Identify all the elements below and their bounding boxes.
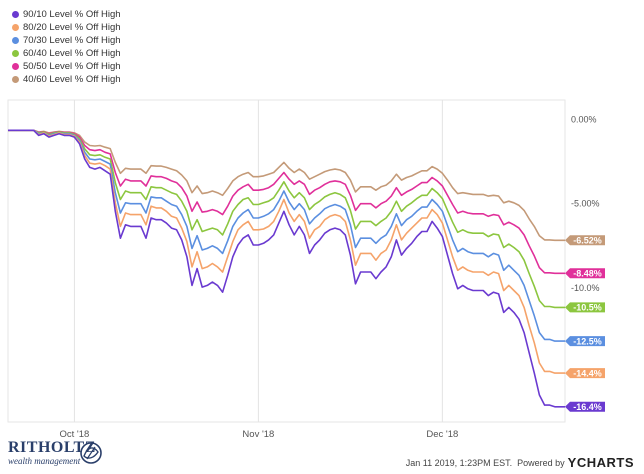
legend-item[interactable]: 80/20 Level % Off High	[12, 21, 121, 34]
end-value-label: -8.48%	[573, 269, 602, 279]
ycharts-logo[interactable]: YCHARTS	[567, 455, 634, 470]
x-tick-label: Oct '18	[60, 429, 90, 440]
x-tick-label: Dec '18	[426, 429, 458, 440]
end-value-label: -14.4%	[573, 368, 602, 378]
legend-label: 60/40 Level % Off High	[23, 48, 121, 59]
end-value-label: -12.5%	[573, 336, 602, 346]
end-value-label: -6.52%	[573, 236, 602, 246]
legend-dot-icon	[12, 63, 19, 70]
legend-label: 40/60 Level % Off High	[23, 74, 121, 85]
legend-label: 80/20 Level % Off High	[23, 22, 121, 33]
legend-item[interactable]: 40/60 Level % Off High	[12, 73, 121, 86]
legend-dot-icon	[12, 37, 19, 44]
series-line	[8, 129, 565, 275]
end-value-badge	[565, 235, 605, 246]
end-value-badge	[565, 401, 605, 412]
powered-by: Powered by	[517, 457, 565, 468]
series-line	[8, 129, 565, 374]
legend-item[interactable]: 70/30 Level % Off High	[12, 34, 121, 47]
series-line	[8, 129, 565, 309]
timestamp: Jan 11 2019, 1:23PM EST.	[405, 457, 513, 468]
legend-dot-icon	[12, 11, 19, 18]
legend-dot-icon	[12, 50, 19, 57]
legend-label: 70/30 Level % Off High	[23, 35, 121, 46]
series-line	[8, 129, 565, 342]
legend-dot-icon	[12, 24, 19, 31]
logo-title: RITHOLTZ	[8, 439, 96, 456]
footer-attribution: Jan 11 2019, 1:23PM EST. Powered by YCHA…	[406, 455, 634, 470]
logo-subtitle: wealth management	[8, 456, 81, 466]
series-line	[8, 129, 565, 408]
y-tick-label: -5.00%	[571, 199, 600, 209]
end-value-badge	[565, 336, 605, 347]
end-value-badge	[565, 302, 605, 313]
legend-label: 50/50 Level % Off High	[23, 61, 121, 72]
y-tick-label: 0.00%	[571, 114, 597, 124]
series-line	[8, 129, 565, 242]
legend-dot-icon	[12, 76, 19, 83]
end-value-label: -10.5%	[573, 303, 602, 313]
end-value-badge	[565, 368, 605, 379]
ritholtz-logo: RITHOLTZ wealth management	[8, 439, 102, 467]
legend-label: 90/10 Level % Off High	[23, 9, 121, 20]
end-value-badge	[565, 268, 605, 279]
plot-frame	[7, 99, 566, 423]
legend-item[interactable]: 60/40 Level % Off High	[12, 47, 121, 60]
legend: 90/10 Level % Off High 80/20 Level % Off …	[12, 8, 121, 86]
end-value-label: -16.4%	[573, 402, 602, 412]
x-tick-label: Nov '18	[242, 429, 274, 440]
logo-emblem-icon	[80, 442, 102, 464]
legend-item[interactable]: 90/10 Level % Off High	[12, 8, 121, 21]
y-tick-label: -10.0%	[571, 283, 600, 293]
legend-item[interactable]: 50/50 Level % Off High	[12, 60, 121, 73]
